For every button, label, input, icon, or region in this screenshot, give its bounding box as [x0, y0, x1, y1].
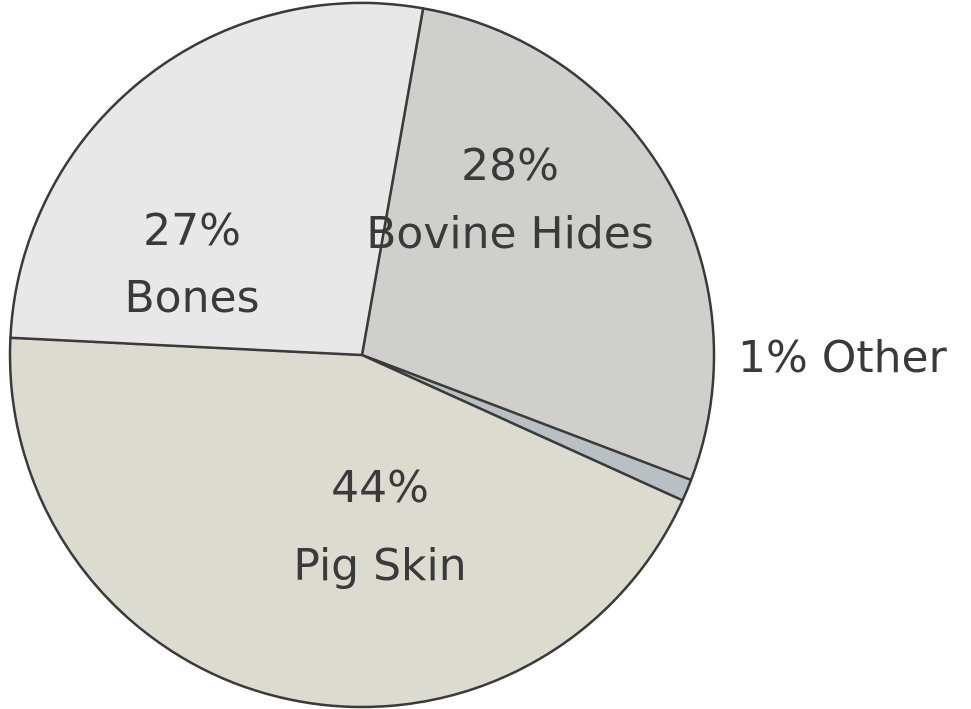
- slice-percent-bovine-hides: 28%: [461, 140, 559, 191]
- slice-percent-bones: 27%: [143, 205, 241, 256]
- pie-slices: [8, 1, 716, 709]
- slice-name-bones: Bones: [125, 272, 260, 323]
- slice-name-bovine-hides: Bovine Hides: [366, 208, 654, 259]
- pie-slice-bones: [9, 1, 425, 357]
- slice-label-other: 1% Other: [738, 332, 948, 383]
- pie-slice-pig-skin: [8, 336, 684, 709]
- slice-name-pig-skin: Pig Skin: [293, 540, 466, 591]
- pie-labels: 28% Bovine Hides 44% Pig Skin 27% Bones: [125, 140, 654, 591]
- slice-percent-pig-skin: 44%: [331, 462, 429, 513]
- pie-slice-bovine-hides: [360, 7, 716, 482]
